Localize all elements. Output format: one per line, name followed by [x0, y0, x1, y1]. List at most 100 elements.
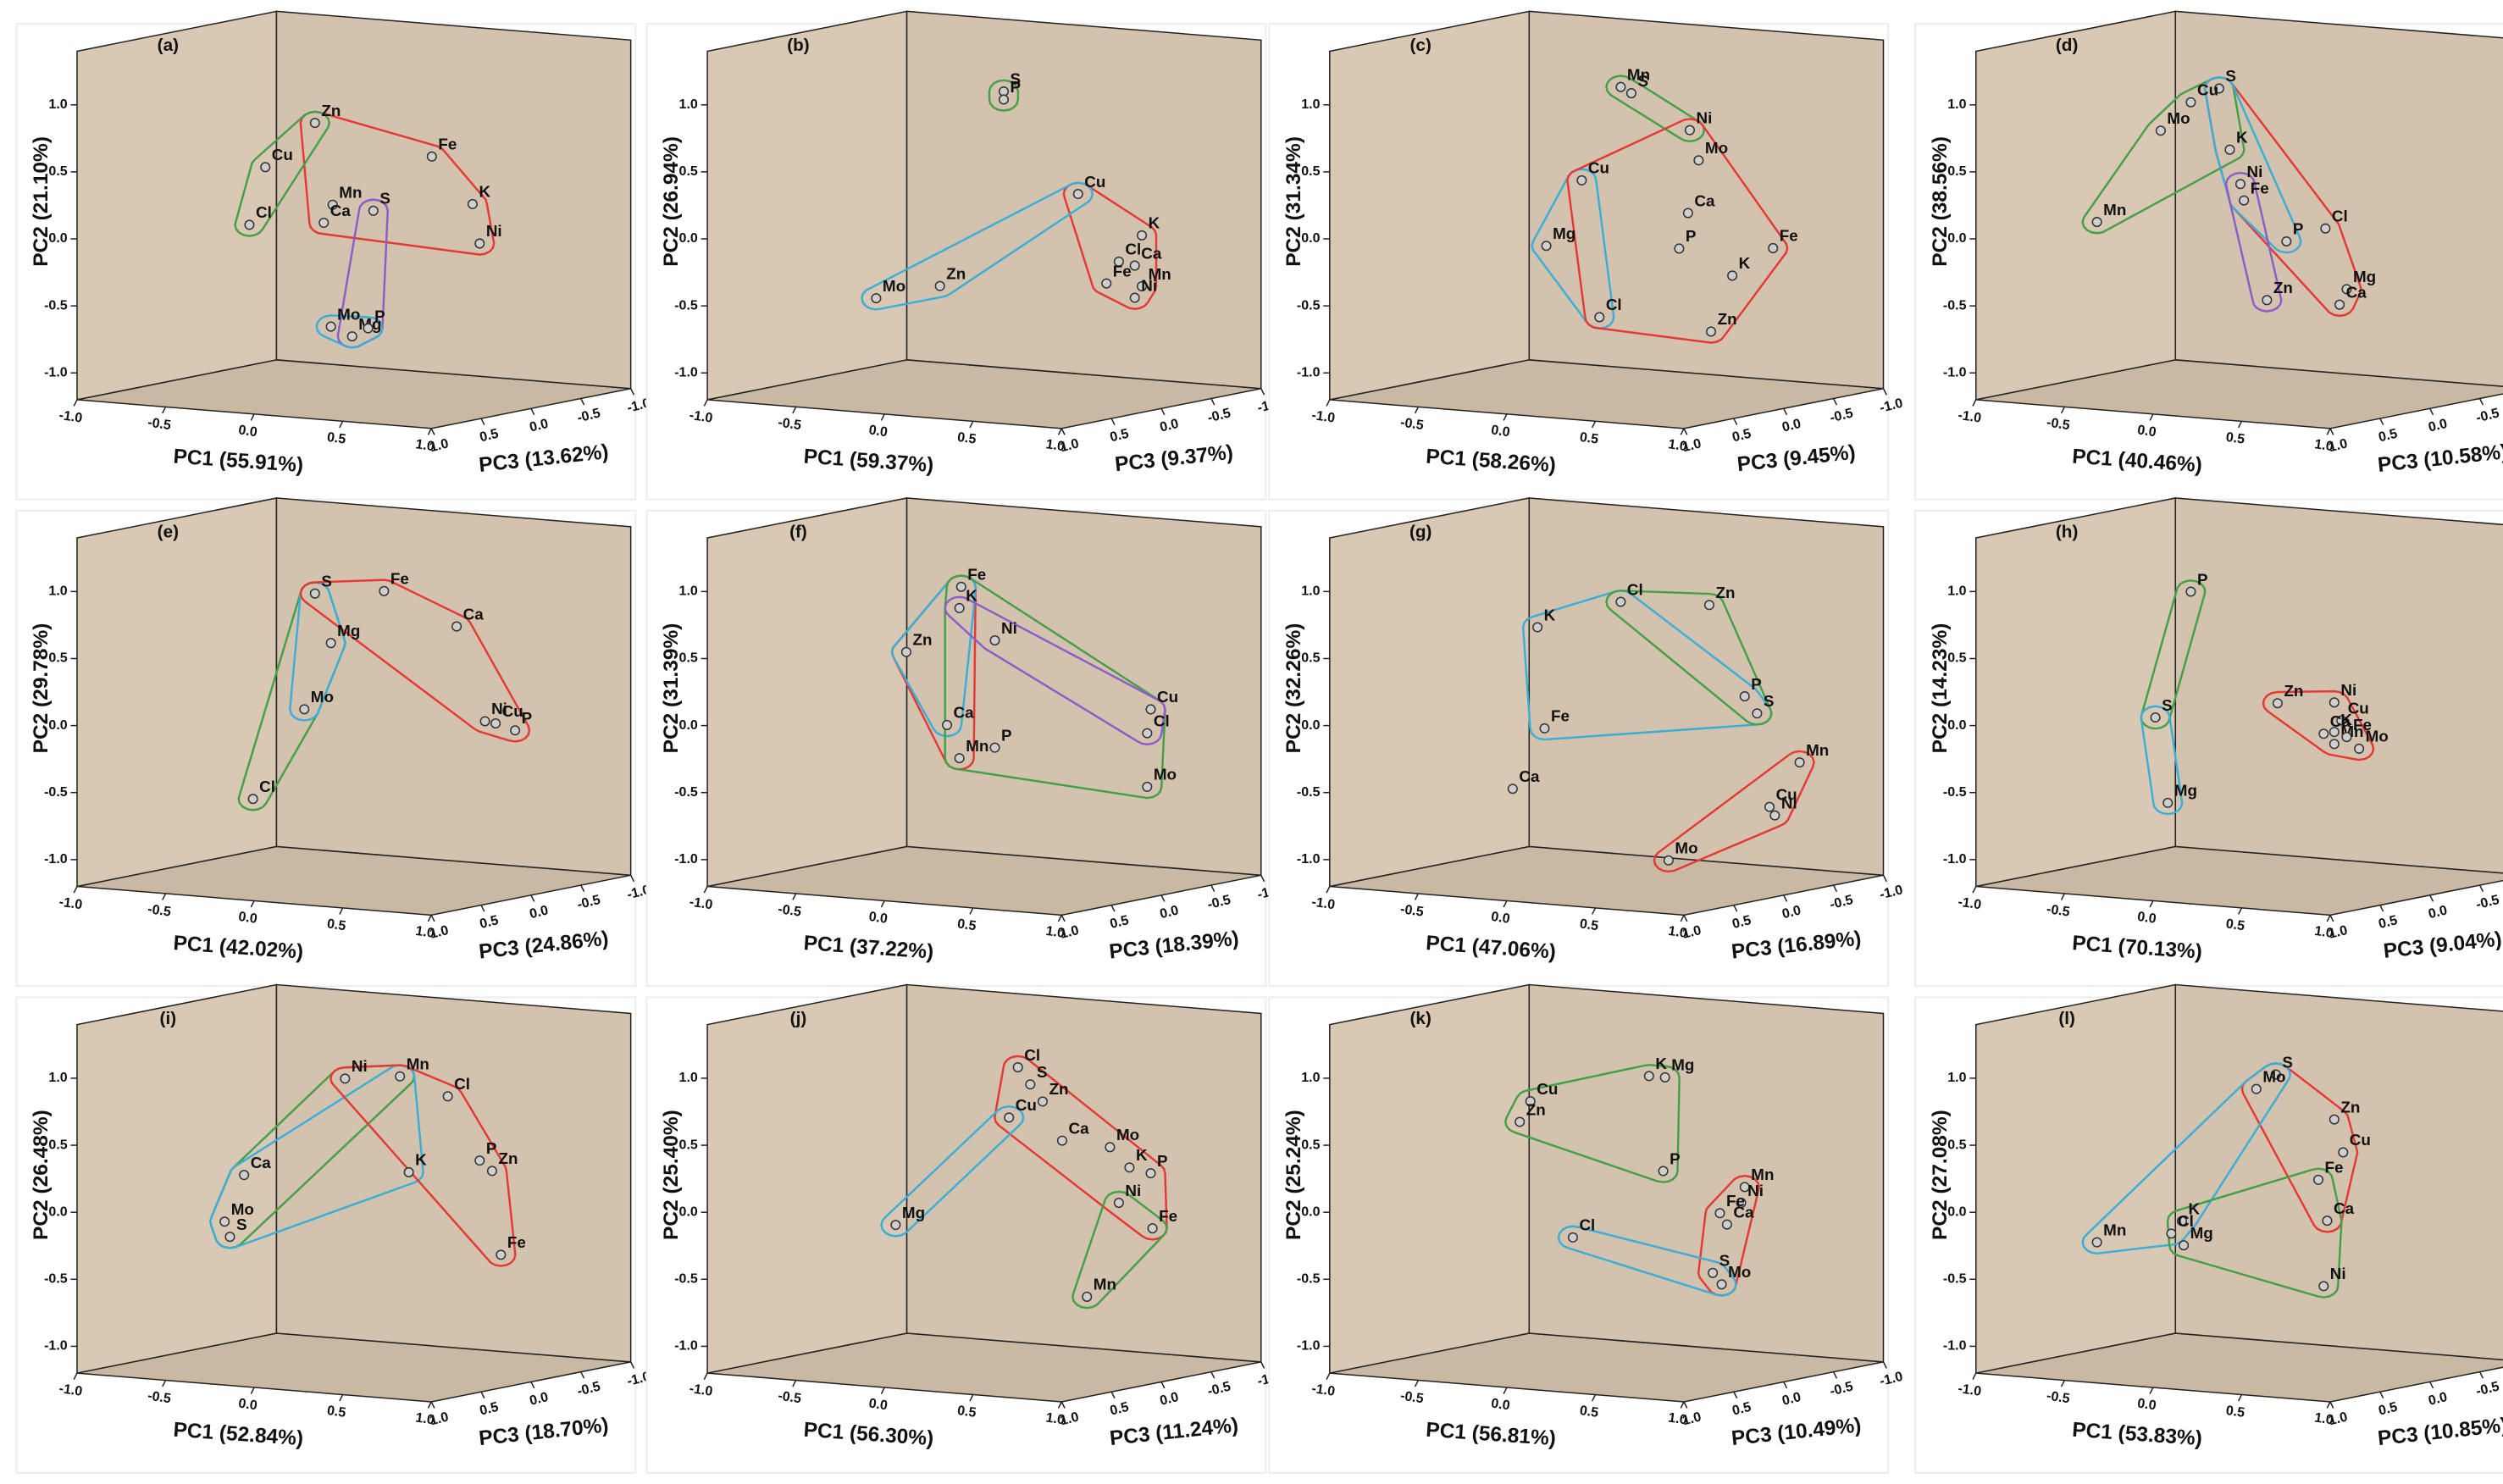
z-tick [630, 388, 635, 396]
x-tick [792, 893, 797, 900]
point-label: Ca [1141, 244, 1162, 262]
group-outline [2140, 705, 2184, 816]
x-tick-label: -0.5 [147, 416, 172, 434]
point [1682, 208, 1693, 219]
point-label: Mn [2103, 201, 2126, 219]
point-label: Ni [1001, 619, 1017, 637]
y-tick-label: -1.0 [44, 1339, 68, 1354]
x-tick-label: 0.5 [956, 430, 977, 447]
point [239, 1170, 250, 1181]
x-tick-label: -1.0 [1310, 895, 1336, 913]
y-axis-title: PC2 (25.40%) [660, 1110, 683, 1240]
z-tick-label: 0.0 [1780, 417, 1802, 435]
x-tick [1326, 886, 1331, 894]
point-label: Mo [2366, 728, 2389, 745]
z-tick-label: 1.0 [1059, 923, 1081, 942]
point-label: Cl [1579, 1216, 1595, 1234]
point-label: Fe [390, 570, 409, 588]
point [2329, 739, 2340, 750]
point [2329, 697, 2340, 708]
point-label: Zn [1715, 584, 1735, 601]
point [2272, 698, 2283, 709]
group-outline [944, 595, 1166, 746]
point-label: S [321, 572, 332, 590]
z-tick [430, 428, 435, 435]
point [1739, 1182, 1750, 1193]
x-tick-label: -0.5 [147, 1389, 172, 1407]
z-tick-label: 0.0 [528, 903, 550, 922]
point-label: Cl [454, 1075, 470, 1093]
y-tick-label: 0.5 [1301, 164, 1320, 179]
panel-letter: (f) [789, 523, 807, 542]
x-tick-label: 0.0 [2136, 423, 2157, 440]
z-tick-label: 0.0 [1159, 903, 1181, 922]
y-tick-label: -0.5 [1943, 298, 1967, 313]
y-tick-label: 1.0 [1947, 584, 1966, 599]
x-tick-label: 1.0 [2313, 1410, 2334, 1427]
x-tick [2238, 421, 2243, 429]
point [2150, 712, 2161, 723]
point [890, 1220, 901, 1231]
point [1736, 1198, 1747, 1209]
group-outline [299, 579, 531, 743]
right-wall [1528, 983, 1885, 1363]
point-label: Cl [2178, 1212, 2194, 1230]
panel: -1.0-0.50.00.51.0-1.0 -0.5 0.0 0.5 1.01.00.5… [645, 983, 1282, 1474]
point [1082, 1291, 1093, 1302]
point-label: P [2197, 570, 2208, 588]
z-tick [1832, 1371, 1838, 1379]
point [1532, 622, 1543, 633]
point-label: Mg [2353, 268, 2376, 285]
point [1037, 1096, 1048, 1107]
y-tick-label: 0.5 [1947, 164, 1966, 179]
z-tick [2379, 1391, 2384, 1399]
point-label: Mo [1705, 139, 1728, 157]
point [490, 718, 501, 729]
z-tick [2379, 905, 2384, 912]
x-tick-label: 0.5 [956, 916, 977, 933]
x-tick-label: 0.0 [868, 1397, 889, 1414]
left-wall [76, 10, 278, 401]
z-tick [1260, 388, 1265, 396]
panel: -1.0-0.50.00.51.0-1.0 -0.5 0.0 0.5 1.01.00.5… [15, 983, 652, 1474]
y-axis-title: PC2 (31.39%) [660, 623, 683, 754]
x-tick [162, 893, 167, 900]
x-tick-label: -1.0 [689, 895, 714, 913]
x-tick [427, 428, 432, 435]
z-tick [2429, 894, 2434, 902]
x-tick [1057, 915, 1062, 922]
point [1129, 292, 1140, 303]
point-label: Zn [321, 102, 341, 119]
x-tick-label: -0.5 [1399, 416, 1425, 434]
y-tick-label: 0.0 [1947, 718, 1966, 733]
x-tick-label: 0.0 [1490, 1397, 1510, 1414]
z-tick-label: 1.0 [1681, 923, 1703, 942]
y-axis-title: PC2 (31.34%) [1282, 136, 1305, 267]
z-tick [630, 874, 635, 883]
z-tick [1733, 1391, 1738, 1399]
x-tick [792, 1380, 797, 1387]
point-label: Ca [251, 1154, 272, 1171]
point-label: Cl [2332, 207, 2348, 224]
x-tick [2238, 907, 2243, 915]
point [1004, 1112, 1015, 1123]
point [327, 199, 338, 210]
x-tick [339, 1394, 344, 1402]
point [1137, 230, 1148, 241]
y-tick-label: 1.0 [679, 584, 698, 599]
y-tick-label: 1.0 [1947, 1071, 1966, 1085]
point-label: Cu [272, 146, 293, 163]
x-tick [969, 907, 974, 915]
z-tick-label: -1.0 [626, 1370, 652, 1389]
x-tick [1972, 399, 1977, 407]
point-label: Mo [311, 688, 334, 706]
point-label: Ni [2340, 681, 2356, 699]
group-outline [234, 110, 330, 237]
point [934, 280, 945, 291]
z-tick-label: 0.5 [1109, 1400, 1131, 1419]
x-tick-label: -1.0 [1957, 1382, 1982, 1399]
point [1703, 600, 1714, 611]
z-tick [2429, 1382, 2434, 1389]
x-tick [1414, 893, 1420, 900]
x-tick-label: -0.5 [1399, 1389, 1425, 1407]
